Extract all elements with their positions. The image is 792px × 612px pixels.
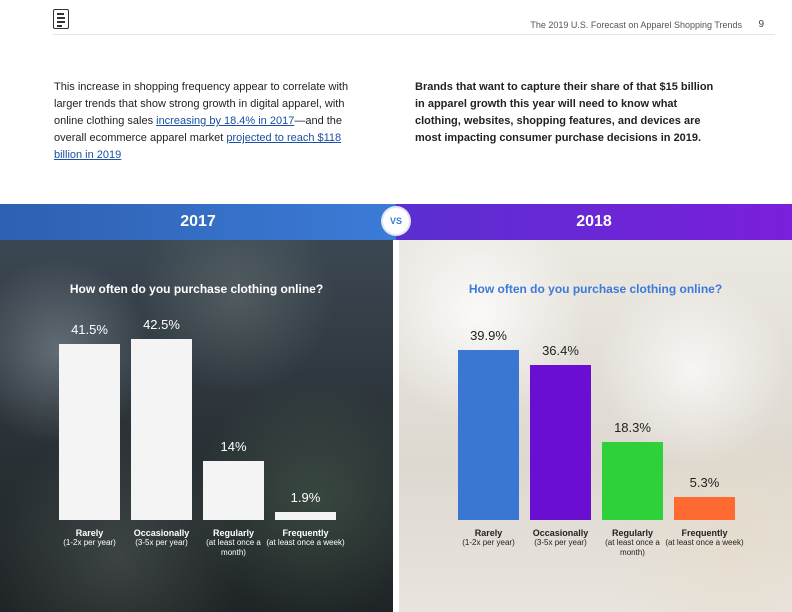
category-sublabel: (at least once a month) [605,538,660,557]
bar-2017-occasionally [131,339,192,520]
panel-divider [393,240,399,612]
chart-2018-title: How often do you purchase clothing onlin… [468,282,723,296]
brands-paragraph: Brands that want to capture their share … [415,81,714,144]
category-name: Occasionally [532,528,589,538]
category-label-2018-frequently: Frequently (at least once a week) [665,528,745,548]
bar-2017-regularly [203,460,264,520]
bar-2017-frequently [275,511,336,520]
category-label-2018-rarely: Rarely (1-2x per year) [449,528,529,548]
category-label-2017-frequently: Frequently (at least once a week) [266,528,346,548]
category-sublabel: (3-5x per year) [534,538,587,547]
category-sublabel: (1-2x per year) [462,538,515,547]
category-sublabel: (at least once a month) [206,538,261,557]
category-name: Regularly [212,528,254,538]
category-label-2018-occasionally: Occasionally (3-5x per year) [521,528,601,548]
intro-text-b: —and the overall ecommerce apparel marke… [54,115,343,144]
value-label-2017-regularly: 14% [220,438,247,454]
category-label-2018-regularly: Regularly (at least once a month) [593,528,673,558]
document-icon [53,9,69,29]
category-name: Rarely [75,528,104,538]
year-2017-label: 2017 [180,213,216,230]
sales-growth-link[interactable]: increasing by 18.4% in 2017 [156,115,295,127]
value-label-2018-regularly: 18.3% [614,420,651,436]
year-2018-label: 2018 [576,213,612,230]
category-name: Rarely [474,528,503,538]
category-label-2017-occasionally: Occasionally (3-5x per year) [122,528,202,548]
value-label-2017-frequently: 1.9% [290,489,321,505]
category-label-2017-regularly: Regularly (at least once a month) [194,528,274,558]
category-sublabel: (3-5x per year) [135,538,188,547]
bar-2018-regularly [602,442,663,520]
bar-2017-rarely [59,343,120,520]
vs-badge: VS [383,208,409,234]
category-sublabel: (at least once a week) [665,538,744,547]
chart-2017-title: How often do you purchase clothing onlin… [69,282,324,296]
value-label-2017-occasionally: 42.5% [143,317,180,333]
chart-2017-panel: How often do you purchase clothing onlin… [0,240,393,612]
header-title: The 2019 U.S. Forecast on Apparel Shoppi… [530,20,742,30]
bar-2018-frequently [674,497,735,520]
category-name: Frequently [282,528,329,538]
bar-2018-rarely [458,350,519,520]
value-label-2017-rarely: 41.5% [71,321,108,337]
category-name: Frequently [681,528,728,538]
value-label-2018-occasionally: 36.4% [542,343,579,359]
value-label-2018-frequently: 5.3% [689,475,720,491]
year-2018-banner: 2018 [396,204,792,240]
value-label-2018-rarely: 39.9% [470,328,507,344]
year-2017-banner: 2017 [0,204,396,240]
bar-2018-occasionally [530,365,591,520]
category-name: Occasionally [133,528,190,538]
header-divider [53,34,775,35]
page-number: 9 [758,19,764,30]
category-name: Regularly [611,528,653,538]
chart-2018-panel: How often do you purchase clothing onlin… [399,240,792,612]
intro-paragraph: This increase in shopping frequency appe… [54,79,364,164]
intro-text-a: This increase in shopping frequency appe… [54,81,349,127]
market-projection-link[interactable]: projected to reach $118 billion in 2019 [54,132,342,161]
category-sublabel: (at least once a week) [266,538,345,547]
category-sublabel: (1-2x per year) [63,538,116,547]
category-label-2017-rarely: Rarely (1-2x per year) [50,528,130,548]
